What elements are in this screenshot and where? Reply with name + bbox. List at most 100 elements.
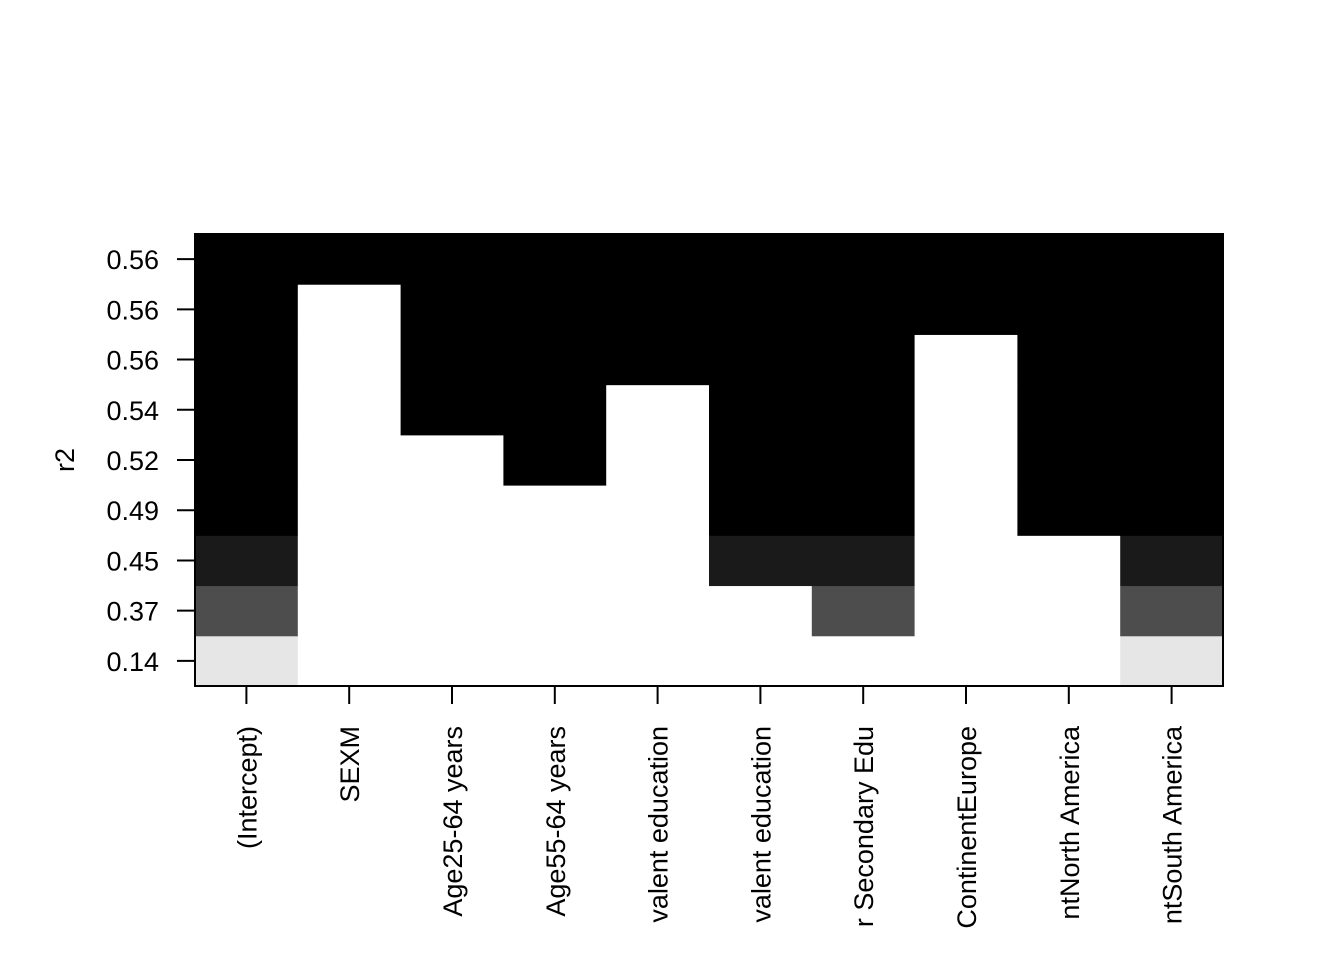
y-tick-label: 0.56 <box>106 346 159 376</box>
cell <box>709 334 813 386</box>
cell <box>709 585 813 637</box>
cell <box>606 535 710 587</box>
cell <box>195 384 299 436</box>
cell <box>297 334 402 386</box>
y-tick-label: 0.56 <box>106 245 159 275</box>
x-tick-label: ntNorth America <box>1055 725 1085 920</box>
cell <box>606 284 710 335</box>
cell <box>811 234 916 285</box>
cell <box>811 485 916 536</box>
cell <box>503 434 607 486</box>
cell <box>709 384 813 436</box>
cell <box>297 635 402 687</box>
cell <box>709 284 813 335</box>
cell <box>503 284 607 335</box>
cell <box>811 535 916 587</box>
cell <box>400 535 504 587</box>
cell <box>503 334 607 386</box>
cell <box>400 585 504 637</box>
cell <box>1120 334 1224 386</box>
cell <box>606 234 710 285</box>
cell <box>914 234 1018 285</box>
cell <box>195 334 299 386</box>
cell <box>1120 384 1224 436</box>
cell <box>811 384 916 436</box>
cell <box>400 384 504 436</box>
y-tick-label: 0.56 <box>106 295 159 325</box>
cell <box>914 284 1018 335</box>
x-tick-label: valent education <box>644 726 674 923</box>
cell <box>811 585 916 637</box>
y-tick-label: 0.49 <box>106 496 159 526</box>
cell <box>914 434 1018 486</box>
cell <box>1017 334 1121 386</box>
cell <box>400 635 504 687</box>
y-tick-label: 0.52 <box>106 446 159 476</box>
cell <box>503 635 607 687</box>
cell <box>400 334 504 386</box>
cell <box>195 585 299 637</box>
cell <box>709 485 813 536</box>
cell <box>709 434 813 486</box>
cell <box>297 585 402 637</box>
cell <box>1120 284 1224 335</box>
cell <box>811 334 916 386</box>
cell <box>503 535 607 587</box>
cell <box>1017 284 1121 335</box>
x-tick-label: ContinentEurope <box>952 726 982 929</box>
cell <box>195 535 299 587</box>
y-tick-label: 0.37 <box>106 597 159 627</box>
cell <box>400 434 504 486</box>
cell <box>606 485 710 536</box>
cell <box>914 384 1018 436</box>
x-tick-label: SEXM <box>335 726 365 803</box>
cell <box>914 535 1018 587</box>
cell <box>1120 485 1224 536</box>
cell <box>1017 384 1121 436</box>
cell <box>606 635 710 687</box>
cell <box>1120 585 1224 637</box>
cell <box>400 234 504 285</box>
x-tick-label: valent education <box>746 726 776 923</box>
cell <box>1120 234 1224 285</box>
cell <box>1017 535 1121 587</box>
cell <box>1017 585 1121 637</box>
cell <box>1017 434 1121 486</box>
cell <box>400 284 504 335</box>
cell <box>606 585 710 637</box>
y-tick-label: 0.14 <box>106 647 159 677</box>
y-tick-label: 0.45 <box>106 546 159 576</box>
cell <box>606 434 710 486</box>
cell <box>297 234 402 285</box>
cell <box>400 485 504 536</box>
cell <box>1120 434 1224 486</box>
cell <box>1017 635 1121 687</box>
cell <box>811 434 916 486</box>
cell <box>297 384 402 436</box>
cell <box>914 485 1018 536</box>
cell <box>503 585 607 637</box>
cell <box>811 284 916 335</box>
cell <box>297 284 402 335</box>
cell <box>195 485 299 536</box>
cell <box>195 635 299 687</box>
cell <box>1120 635 1224 687</box>
y-axis-label: r2 <box>50 448 80 472</box>
cell <box>503 234 607 285</box>
cell <box>914 585 1018 637</box>
cell <box>914 635 1018 687</box>
cell <box>709 234 813 285</box>
cell <box>297 434 402 486</box>
x-tick-label: (Intercept) <box>232 726 262 849</box>
y-tick-label: 0.54 <box>106 396 159 426</box>
cell <box>709 535 813 587</box>
cell <box>297 485 402 536</box>
cell <box>606 334 710 386</box>
cell <box>195 434 299 486</box>
cell <box>811 635 916 687</box>
x-tick-label: ntSouth America <box>1158 725 1188 924</box>
cell <box>914 334 1018 386</box>
cell <box>1017 234 1121 285</box>
cell <box>606 384 710 436</box>
